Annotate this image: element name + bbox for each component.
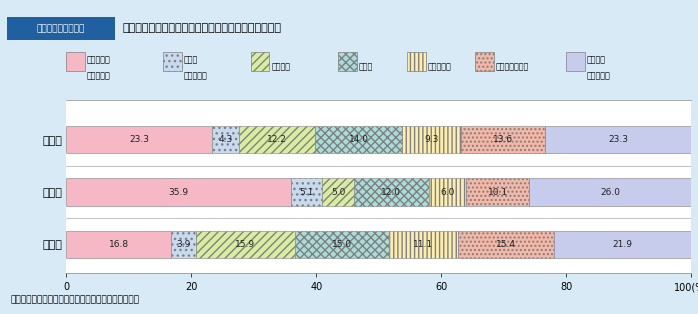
Bar	[429, 178, 466, 206]
Text: 関節疾患: 関節疾患	[272, 63, 290, 72]
Bar	[389, 231, 458, 258]
Bar	[290, 178, 322, 206]
Text: 21.9: 21.9	[613, 240, 632, 249]
Text: 脳血管疾患: 脳血管疾患	[87, 55, 111, 64]
Text: 図１－２－３－１３: 図１－２－３－１３	[37, 24, 85, 33]
Text: 23.3: 23.3	[608, 135, 628, 144]
Bar	[66, 120, 691, 160]
Bar	[295, 231, 389, 258]
Bar	[545, 126, 691, 153]
Bar	[475, 52, 494, 71]
Text: 26.0: 26.0	[600, 187, 621, 197]
Text: 12.2: 12.2	[267, 135, 287, 144]
Text: 高齢による衰弱: 高齢による衰弱	[496, 63, 529, 72]
Bar	[195, 231, 295, 258]
Text: 5.0: 5.0	[331, 187, 346, 197]
Text: 13.6: 13.6	[493, 135, 513, 144]
Bar	[239, 126, 315, 153]
Text: 認知症: 認知症	[359, 63, 373, 72]
Bar	[66, 224, 691, 264]
Text: 12.0: 12.0	[381, 187, 401, 197]
Text: 35.9: 35.9	[168, 187, 188, 197]
Bar	[66, 178, 290, 206]
Bar	[338, 52, 357, 71]
Text: 3.9: 3.9	[177, 240, 191, 249]
Text: 要介護者等の性別にみた介護が必要となった主な原因: 要介護者等の性別にみた介護が必要となった主な原因	[122, 24, 281, 33]
Bar	[66, 126, 212, 153]
Bar	[461, 126, 545, 153]
Bar	[66, 52, 85, 71]
Text: 心疾患: 心疾患	[184, 55, 198, 64]
Bar	[163, 52, 182, 71]
Bar	[458, 231, 554, 258]
Text: 11.1: 11.1	[413, 240, 433, 249]
Text: 不明・不詳: 不明・不詳	[587, 72, 611, 81]
Text: 15.0: 15.0	[332, 240, 352, 249]
Text: 4.3: 4.3	[218, 135, 232, 144]
Bar	[554, 231, 691, 258]
Bar	[566, 52, 585, 71]
Bar	[212, 126, 239, 153]
Text: （心臓病）: （心臓病）	[184, 72, 207, 81]
Text: その他・: その他・	[587, 55, 606, 64]
Bar	[403, 126, 461, 153]
Text: 資料：厚生労働省「国民生活基礎調査」（平成９年）: 資料：厚生労働省「国民生活基礎調査」（平成９年）	[10, 295, 140, 304]
Bar	[7, 17, 115, 40]
Bar	[354, 178, 429, 206]
Text: （脳卒中）: （脳卒中）	[87, 72, 111, 81]
Text: 10.1: 10.1	[488, 187, 507, 197]
Bar	[251, 52, 269, 71]
Text: 23.3: 23.3	[129, 135, 149, 144]
Bar	[529, 178, 692, 206]
Bar	[171, 231, 195, 258]
Bar	[66, 231, 171, 258]
Text: 15.9: 15.9	[235, 240, 255, 249]
Bar	[407, 52, 426, 71]
Text: 9.3: 9.3	[424, 135, 438, 144]
Text: 15.4: 15.4	[496, 240, 516, 249]
Bar	[322, 178, 354, 206]
Bar	[466, 178, 529, 206]
Text: 骨折・転倒: 骨折・転倒	[427, 63, 451, 72]
Text: 16.8: 16.8	[109, 240, 129, 249]
Bar	[66, 172, 691, 212]
Text: 14.0: 14.0	[349, 135, 369, 144]
Text: 5.1: 5.1	[299, 187, 313, 197]
Text: 6.0: 6.0	[440, 187, 454, 197]
Bar	[315, 126, 403, 153]
